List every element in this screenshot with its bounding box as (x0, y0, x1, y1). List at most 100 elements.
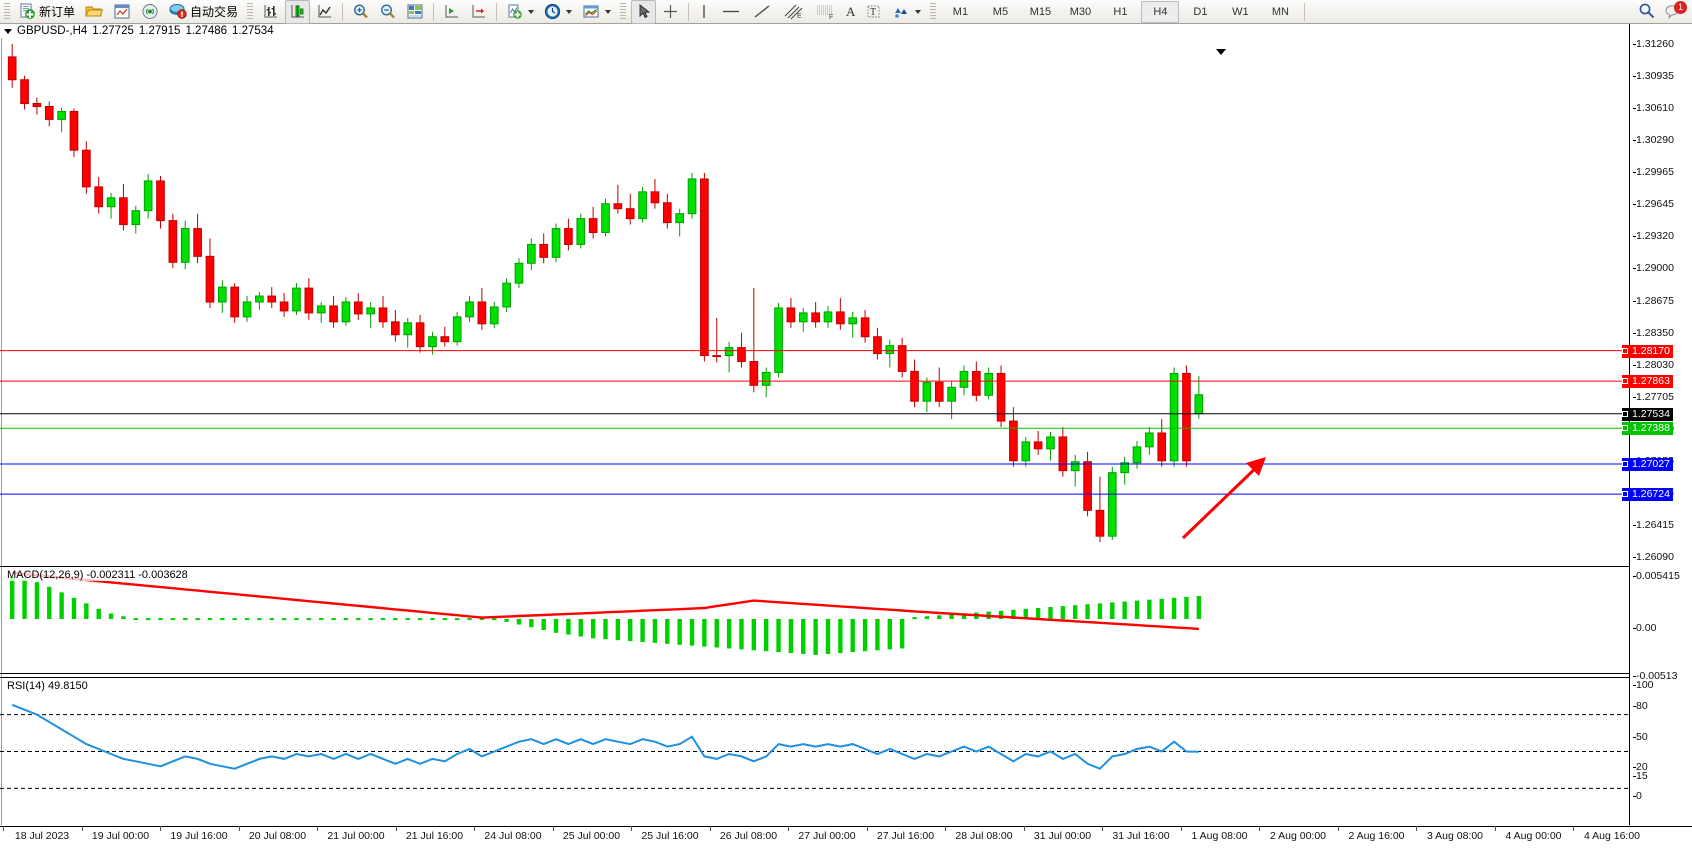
time-tick: 27 Jul 16:00 (876, 830, 935, 842)
time-tick: 31 Jul 16:00 (1112, 830, 1170, 842)
timeframe-w1[interactable]: W1 (1232, 5, 1249, 18)
time-tick: 25 Jul 16:00 (641, 830, 699, 842)
price-level-value: 1.27863 (1632, 375, 1670, 388)
vertical-line-icon (703, 5, 705, 18)
signal-icon (142, 4, 158, 19)
candlestick-plot[interactable] (0, 38, 1630, 563)
toolbar-gripper-2[interactable] (247, 2, 254, 21)
chart-top-marker-icon (1216, 49, 1226, 55)
indicators-button[interactable] (502, 0, 538, 24)
time-tick-divider (160, 826, 161, 831)
auto-trading-button[interactable]: 自动交易 (165, 0, 242, 24)
price-level-label[interactable]: 1.26724 (1622, 488, 1673, 502)
rsi-scale-tick: 80 (1633, 700, 1648, 712)
terminal-button[interactable] (109, 0, 135, 24)
toolbar-gripper[interactable] (4, 2, 10, 21)
text-tool-button[interactable]: A (842, 0, 859, 24)
cursor-tool-button[interactable] (631, 0, 657, 24)
svg-text:E: E (797, 13, 802, 20)
price-level-label[interactable]: 1.28170 (1622, 344, 1673, 358)
new-order-button[interactable]: 新订单 (15, 0, 79, 24)
macd-pane[interactable]: MACD(12,26,9) -0.002311 -0.003628 (0, 566, 1630, 674)
toolbar-gripper-3[interactable] (620, 2, 627, 21)
auto-scroll-icon (445, 5, 459, 18)
time-tick: 21 Jul 16:00 (405, 830, 464, 842)
period-button[interactable] (540, 0, 576, 24)
rsi-scale-tick: 20 (1633, 761, 1648, 773)
timeframe-m5[interactable]: M5 (992, 5, 1009, 18)
toolbar-separator-4 (688, 2, 690, 21)
time-tick-divider (395, 826, 397, 831)
toolbar-gripper-4[interactable] (930, 2, 937, 21)
chevron-down-icon-4[interactable] (915, 9, 922, 14)
timeframe-h4[interactable]: H4 (1141, 0, 1180, 23)
templates-button[interactable] (578, 0, 615, 24)
time-scale[interactable]: 18 Jul 2023 19 Jul 00:00 19 Jul 16:00 20 Ju… (0, 826, 1692, 851)
grid-window-icon (407, 4, 423, 19)
price-tick: 1.30610 (1633, 102, 1674, 115)
price-level-label[interactable]: 1.27534 (1622, 407, 1673, 421)
time-tick-divider (1337, 826, 1339, 831)
horizontal-line-tool-button[interactable] (716, 0, 746, 24)
chevron-down-icon-3[interactable] (605, 9, 612, 14)
signals-button[interactable] (137, 0, 163, 24)
fibonacci-icon: F (817, 5, 833, 20)
rsi-pane[interactable]: RSI(14) 49.8150 (0, 677, 1630, 826)
time-tick-divider (1494, 826, 1496, 831)
main-toolbar: 新订单 自动交易 (0, 0, 1692, 24)
chart-menu-arrow-icon[interactable] (4, 28, 12, 34)
time-tick-divider (866, 826, 868, 831)
fibonacci-tool-button[interactable]: F (810, 0, 840, 24)
zoom-in-button[interactable] (348, 0, 373, 24)
macd-scale-tick: 0.00 (1632, 622, 1657, 634)
svg-text:T: T (870, 7, 876, 18)
line-chart-button[interactable] (312, 0, 337, 24)
timeframe-h1[interactable]: H1 (1113, 5, 1128, 18)
timeframe-m1[interactable]: M1 (952, 5, 969, 18)
text-label-tool-button[interactable]: T (861, 0, 886, 24)
toolbar-separator-5 (1304, 2, 1306, 21)
time-tick: 21 Jul 00:00 (327, 830, 385, 842)
price-pane[interactable] (0, 38, 1630, 563)
timeframe-m15[interactable]: M15 (1029, 5, 1052, 18)
price-level-handle-icon[interactable] (1622, 378, 1628, 385)
zoom-out-button[interactable] (375, 0, 400, 24)
chevron-down-icon[interactable] (528, 9, 535, 14)
price-level-value: 1.27027 (1632, 458, 1670, 471)
trendline-icon (754, 5, 770, 18)
time-tick: 4 Aug 00:00 (1505, 830, 1562, 842)
search-icon[interactable] (1638, 2, 1656, 20)
price-level-label[interactable]: 1.27388 (1622, 422, 1673, 436)
chart-area[interactable]: GBPUSD-,H4 1.27725 1.27915 1.27486 1.275… (0, 24, 1692, 851)
price-level-label[interactable]: 1.27027 (1622, 458, 1673, 472)
equidistant-channel-tool-button[interactable]: E (778, 0, 808, 24)
shapes-tool-button[interactable] (888, 0, 925, 24)
cursor-arrow-icon (639, 3, 651, 19)
price-level-handle-icon[interactable] (1622, 410, 1628, 417)
timeframe-m30[interactable]: M30 (1069, 5, 1092, 18)
auto-scroll-button[interactable] (439, 0, 464, 24)
trendline-tool-button[interactable] (748, 0, 776, 24)
price-scale[interactable]: 1.31260 1.30935 1.30610 1.30290 1.29965 1.296… (1622, 24, 1692, 825)
data-window-button[interactable] (402, 0, 428, 24)
pending-order-button[interactable] (81, 0, 107, 24)
candlestick-chart-button[interactable] (285, 0, 311, 24)
bar-chart-button[interactable] (258, 0, 283, 24)
crosshair-tool-button[interactable] (658, 0, 683, 24)
price-level-label[interactable]: 1.27863 (1622, 375, 1673, 389)
price-level-handle-icon[interactable] (1622, 491, 1628, 498)
chevron-down-icon-2[interactable] (566, 9, 573, 14)
time-tick-divider (788, 826, 789, 831)
time-tick: 19 Jul 16:00 (170, 830, 228, 842)
new-order-label: 新订单 (39, 4, 76, 19)
notifications-button[interactable]: 1 (1664, 1, 1687, 20)
timeframe-mn[interactable]: MN (1271, 5, 1289, 18)
price-level-handle-icon[interactable] (1622, 347, 1628, 354)
timeframe-d1[interactable]: D1 (1193, 5, 1208, 18)
price-level-handle-icon[interactable] (1622, 461, 1628, 468)
chart-shift-button[interactable] (466, 0, 491, 24)
vertical-line-tool-button[interactable] (694, 0, 714, 24)
price-level-handle-icon[interactable] (1622, 425, 1628, 432)
time-tick: 2 Aug 16:00 (1348, 830, 1405, 842)
toolbar-separator-3 (496, 2, 498, 21)
